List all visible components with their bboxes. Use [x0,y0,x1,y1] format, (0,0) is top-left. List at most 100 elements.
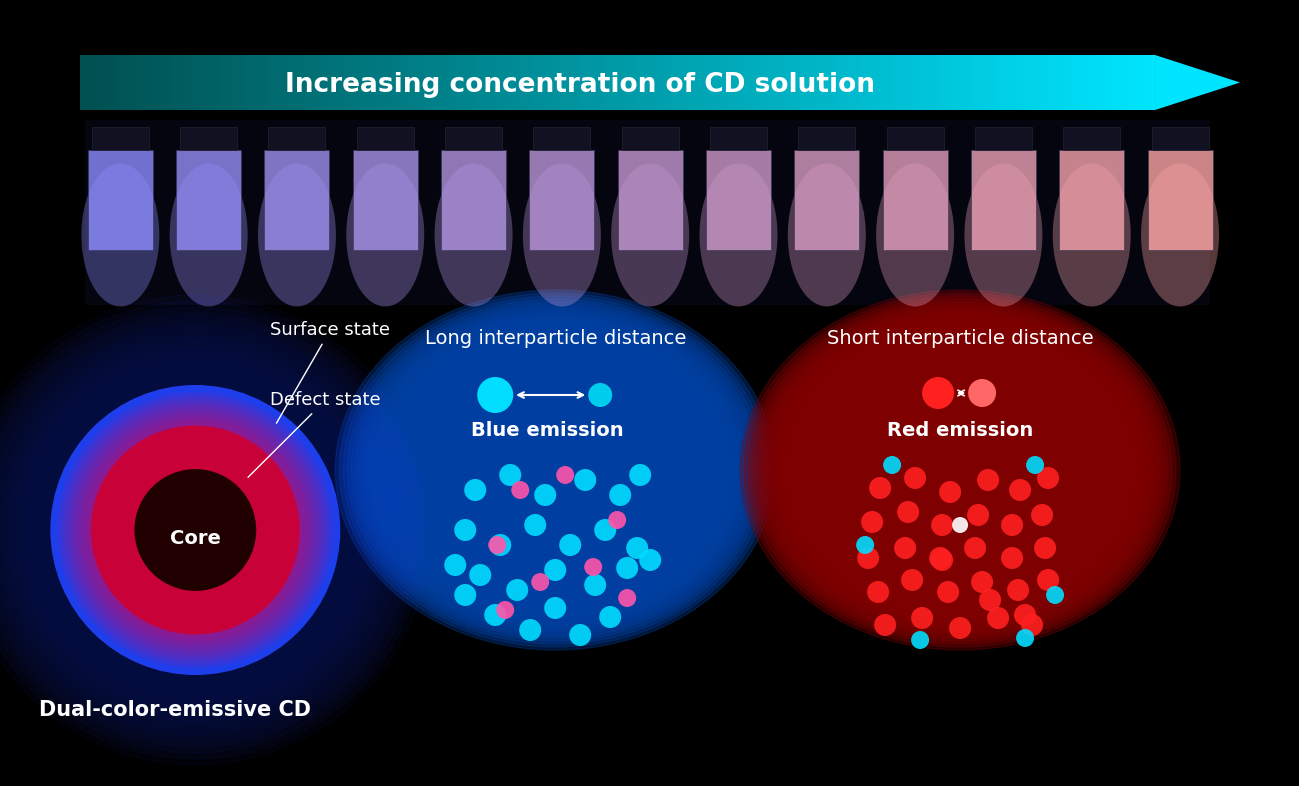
Polygon shape [1009,55,1016,110]
Circle shape [639,549,661,571]
Ellipse shape [523,163,601,307]
Circle shape [531,573,549,591]
Polygon shape [494,55,500,110]
Circle shape [939,481,961,503]
Circle shape [520,619,542,641]
Text: Dual-color-emissive CD: Dual-color-emissive CD [39,700,312,720]
Polygon shape [418,55,425,110]
Ellipse shape [379,323,731,617]
Polygon shape [553,55,559,110]
Polygon shape [252,55,257,110]
Polygon shape [983,55,989,110]
Circle shape [979,589,1002,611]
Circle shape [972,571,994,593]
Polygon shape [855,55,860,110]
Circle shape [968,379,996,407]
Polygon shape [564,55,569,110]
Circle shape [485,604,507,626]
Polygon shape [591,55,596,110]
Polygon shape [300,55,307,110]
Polygon shape [1064,127,1120,150]
Ellipse shape [351,302,759,638]
Polygon shape [269,127,326,150]
Circle shape [73,407,318,652]
Circle shape [952,517,968,533]
Polygon shape [891,55,898,110]
Polygon shape [182,55,188,110]
Circle shape [544,559,566,581]
Circle shape [61,395,330,664]
Polygon shape [886,55,891,110]
Polygon shape [612,55,618,110]
Polygon shape [295,55,300,110]
Polygon shape [129,55,134,110]
Polygon shape [876,55,881,110]
Circle shape [585,574,607,596]
Polygon shape [521,55,526,110]
Polygon shape [488,55,494,110]
Polygon shape [1155,55,1241,110]
Circle shape [464,479,486,501]
Polygon shape [574,55,581,110]
Ellipse shape [740,290,1179,650]
Polygon shape [307,55,312,110]
Polygon shape [370,55,375,110]
Polygon shape [785,55,790,110]
Polygon shape [188,55,194,110]
Polygon shape [446,55,451,110]
Polygon shape [274,55,279,110]
Polygon shape [1147,150,1212,250]
Ellipse shape [259,163,336,307]
Circle shape [58,392,333,667]
Ellipse shape [792,329,1128,611]
Polygon shape [805,55,811,110]
Polygon shape [622,127,678,150]
Circle shape [1037,467,1059,489]
Polygon shape [624,55,629,110]
Text: Short interparticle distance: Short interparticle distance [826,329,1094,347]
Polygon shape [81,55,86,110]
Polygon shape [833,55,838,110]
Polygon shape [559,55,564,110]
Ellipse shape [364,311,747,629]
Circle shape [931,514,953,536]
Polygon shape [1037,55,1042,110]
Polygon shape [1074,55,1079,110]
Ellipse shape [699,163,778,307]
Polygon shape [779,55,785,110]
Polygon shape [456,55,462,110]
Circle shape [922,377,953,409]
Polygon shape [1031,55,1037,110]
Ellipse shape [1052,163,1130,307]
Circle shape [51,385,340,675]
Ellipse shape [355,305,755,635]
Polygon shape [1016,55,1021,110]
Polygon shape [265,150,330,250]
Circle shape [1002,514,1024,536]
Polygon shape [279,55,284,110]
Polygon shape [966,55,973,110]
Text: Defect state: Defect state [248,391,381,477]
Polygon shape [692,55,699,110]
Circle shape [499,464,521,486]
Circle shape [898,501,920,523]
Circle shape [556,466,574,484]
Polygon shape [392,55,397,110]
Polygon shape [1053,55,1059,110]
Polygon shape [999,55,1004,110]
Polygon shape [607,55,612,110]
Circle shape [1007,579,1029,601]
Polygon shape [468,55,473,110]
Polygon shape [935,55,940,110]
Circle shape [82,417,309,644]
Text: Blue emission: Blue emission [472,421,624,439]
Polygon shape [355,55,360,110]
Polygon shape [908,55,913,110]
Circle shape [79,413,312,647]
Polygon shape [596,55,601,110]
Polygon shape [951,55,956,110]
Polygon shape [994,55,999,110]
Polygon shape [344,55,349,110]
Polygon shape [531,55,536,110]
Polygon shape [881,55,886,110]
